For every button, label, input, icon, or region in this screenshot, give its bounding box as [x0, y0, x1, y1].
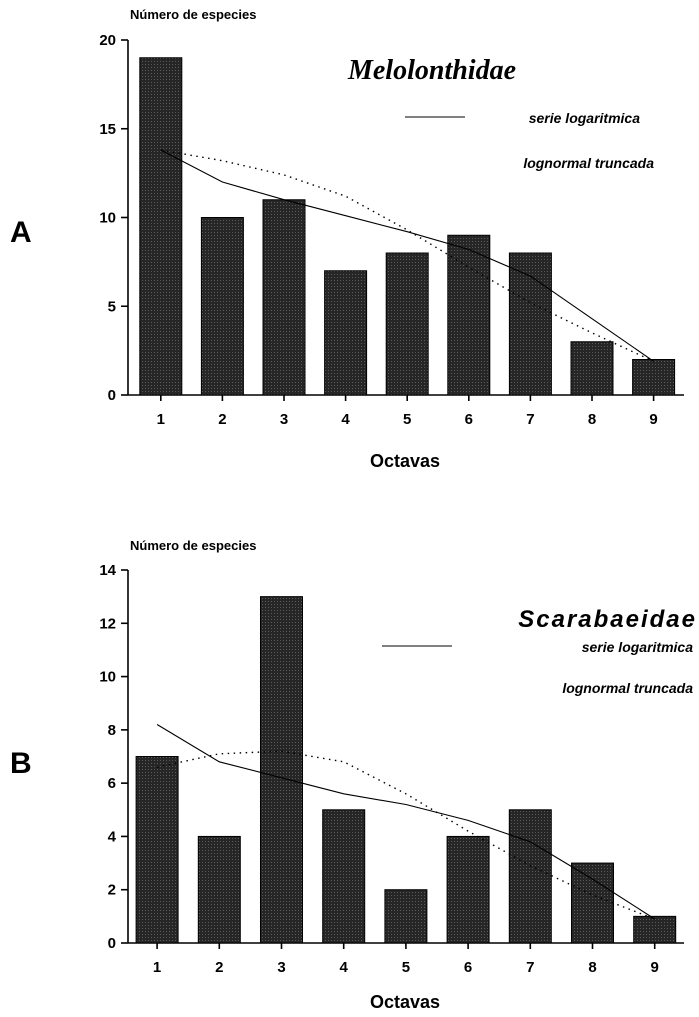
x-tick-label: 3	[280, 411, 288, 428]
y-tick-label: 0	[108, 935, 116, 952]
y-tick-label: 2	[108, 882, 116, 899]
bar	[571, 862, 614, 944]
x-axis-label: Octavas	[370, 992, 440, 1012]
y-tick-label: 4	[108, 828, 117, 845]
bar	[446, 835, 490, 944]
x-tick-label: 7	[526, 411, 534, 428]
bar	[384, 889, 428, 944]
legend-label: lognormal truncada	[523, 155, 654, 171]
legend-label: lognormal truncada	[562, 680, 693, 696]
y-tick-label: 10	[99, 210, 116, 227]
x-tick-label: 1	[153, 959, 161, 976]
y-tick-label: 10	[99, 669, 116, 686]
legend-label: serie logaritmica	[529, 110, 640, 126]
y-tick-label: 0	[108, 387, 116, 404]
x-tick-label: 7	[526, 959, 534, 976]
bar	[508, 809, 552, 944]
x-tick-label: 5	[403, 411, 411, 428]
x-tick-label: 9	[649, 411, 657, 428]
x-tick-label: 9	[651, 959, 659, 976]
bar	[322, 809, 366, 944]
x-tick-label: 6	[465, 411, 473, 428]
chart-title: Scarabaeidae	[518, 606, 697, 633]
series-line-logarithmic	[160, 149, 654, 362]
bar	[508, 252, 552, 396]
y-axis-label: Número de especies	[130, 538, 256, 553]
x-tick-label: 2	[218, 411, 226, 428]
x-tick-label: 8	[588, 411, 596, 428]
x-tick-label: 1	[157, 411, 165, 428]
bar	[200, 217, 244, 396]
x-axis-label: Octavas	[370, 451, 440, 471]
bar	[633, 915, 677, 944]
x-tick-label: 5	[402, 959, 410, 976]
y-tick-label: 12	[99, 615, 116, 632]
y-tick-label: 20	[99, 32, 116, 49]
y-tick-label: 8	[108, 722, 116, 739]
x-tick-label: 4	[340, 959, 349, 976]
bar	[570, 341, 614, 396]
bar	[324, 270, 368, 396]
bar	[139, 57, 183, 396]
bar	[632, 359, 676, 396]
panel-label: A	[10, 216, 32, 249]
bar	[262, 199, 306, 396]
x-tick-label: 4	[341, 411, 350, 428]
bar	[385, 252, 429, 396]
y-tick-label: 15	[99, 121, 116, 138]
x-tick-label: 8	[588, 959, 596, 976]
bar	[260, 596, 303, 944]
bar	[447, 234, 491, 396]
bar	[197, 835, 241, 944]
bar	[135, 756, 179, 944]
x-tick-label: 3	[277, 959, 285, 976]
chart-title: Melolonthidae	[347, 55, 516, 86]
series-line-logarithmic	[156, 724, 655, 920]
y-tick-label: 6	[108, 775, 116, 792]
panel-label: B	[10, 747, 32, 780]
y-tick-label: 14	[99, 562, 116, 579]
x-tick-label: 2	[215, 959, 223, 976]
y-axis-label: Número de especies	[130, 7, 256, 22]
y-tick-label: 5	[108, 298, 116, 315]
chart-panel-a: A Número de especies 0 5 10 15 20 1 2 3 4 5 6 7 8 9 Octa…	[10, 7, 684, 471]
legend-label: serie logaritmica	[582, 639, 693, 655]
series-line-lognormal	[156, 750, 655, 920]
x-tick-label: 6	[464, 959, 472, 976]
